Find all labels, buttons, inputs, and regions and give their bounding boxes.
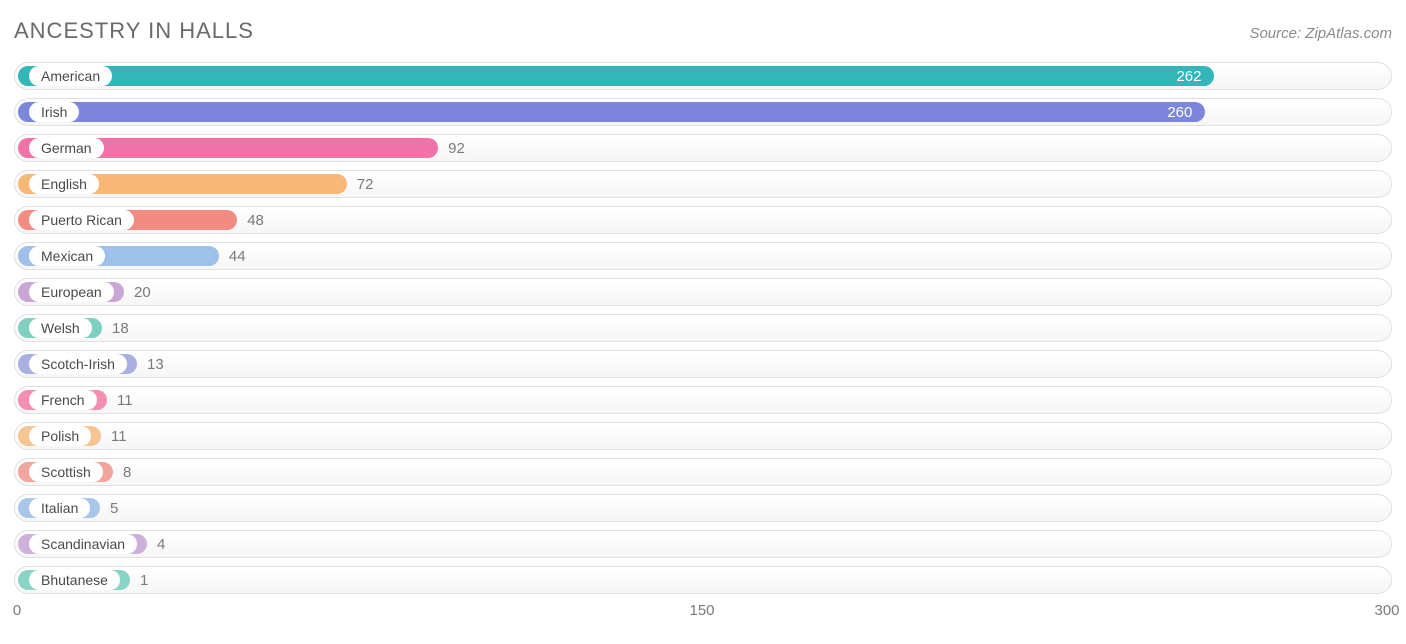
category-pill: Polish [29,426,91,446]
bar-row: German 92 [14,134,1392,162]
bar-row: English 72 [14,170,1392,198]
category-pill: Bhutanese [29,570,120,590]
category-pill: French [29,390,97,410]
bar-row: American 262 [14,62,1392,90]
bar-row: Bhutanese 1 [14,566,1392,594]
bar [18,66,1214,86]
chart-container: ANCESTRY IN HALLS Source: ZipAtlas.com A… [0,0,1406,644]
value-label: 48 [247,207,264,233]
bar-row: Italian 5 [14,494,1392,522]
bar-row: Polish 11 [14,422,1392,450]
category-pill: Irish [29,102,79,122]
bar-row: Scotch-Irish 13 [14,350,1392,378]
bar-row: Scottish 8 [14,458,1392,486]
value-label: 4 [157,531,165,557]
category-pill: American [29,66,112,86]
value-label: 72 [357,171,374,197]
bar-chart: American 262 Irish 260 German 92 English 72 Puer… [14,62,1392,594]
category-pill: Mexican [29,246,105,266]
value-label: 1 [140,567,148,593]
category-pill: Puerto Rican [29,210,134,230]
value-label: 13 [147,351,164,377]
bar-row: Puerto Rican 48 [14,206,1392,234]
axis-tick: 150 [689,602,714,619]
value-label: 262 [1176,63,1201,89]
bar-row: French 11 [14,386,1392,414]
value-label: 20 [134,279,151,305]
category-pill: Scandinavian [29,534,137,554]
category-pill: German [29,138,104,158]
chart-title: ANCESTRY IN HALLS [14,18,254,44]
value-label: 8 [123,459,131,485]
value-label: 11 [117,387,133,413]
bar-row: Welsh 18 [14,314,1392,342]
x-axis: 0150300 [14,602,1392,626]
value-label: 18 [112,315,129,341]
value-label: 5 [110,495,118,521]
category-pill: Scottish [29,462,103,482]
category-pill: Scotch-Irish [29,354,127,374]
category-pill: Italian [29,498,90,518]
bar-row: European 20 [14,278,1392,306]
category-pill: Welsh [29,318,92,338]
axis-tick: 300 [1374,602,1399,619]
category-pill: European [29,282,114,302]
header: ANCESTRY IN HALLS Source: ZipAtlas.com [14,18,1392,44]
value-label: 92 [448,135,465,161]
category-pill: English [29,174,99,194]
source-attribution: Source: ZipAtlas.com [1249,25,1392,42]
value-label: 44 [229,243,246,269]
bar-row: Irish 260 [14,98,1392,126]
axis-tick: 0 [13,602,21,619]
value-label: 260 [1167,99,1192,125]
value-label: 11 [111,423,127,449]
bar [18,102,1205,122]
bar-row: Mexican 44 [14,242,1392,270]
bar-row: Scandinavian 4 [14,530,1392,558]
